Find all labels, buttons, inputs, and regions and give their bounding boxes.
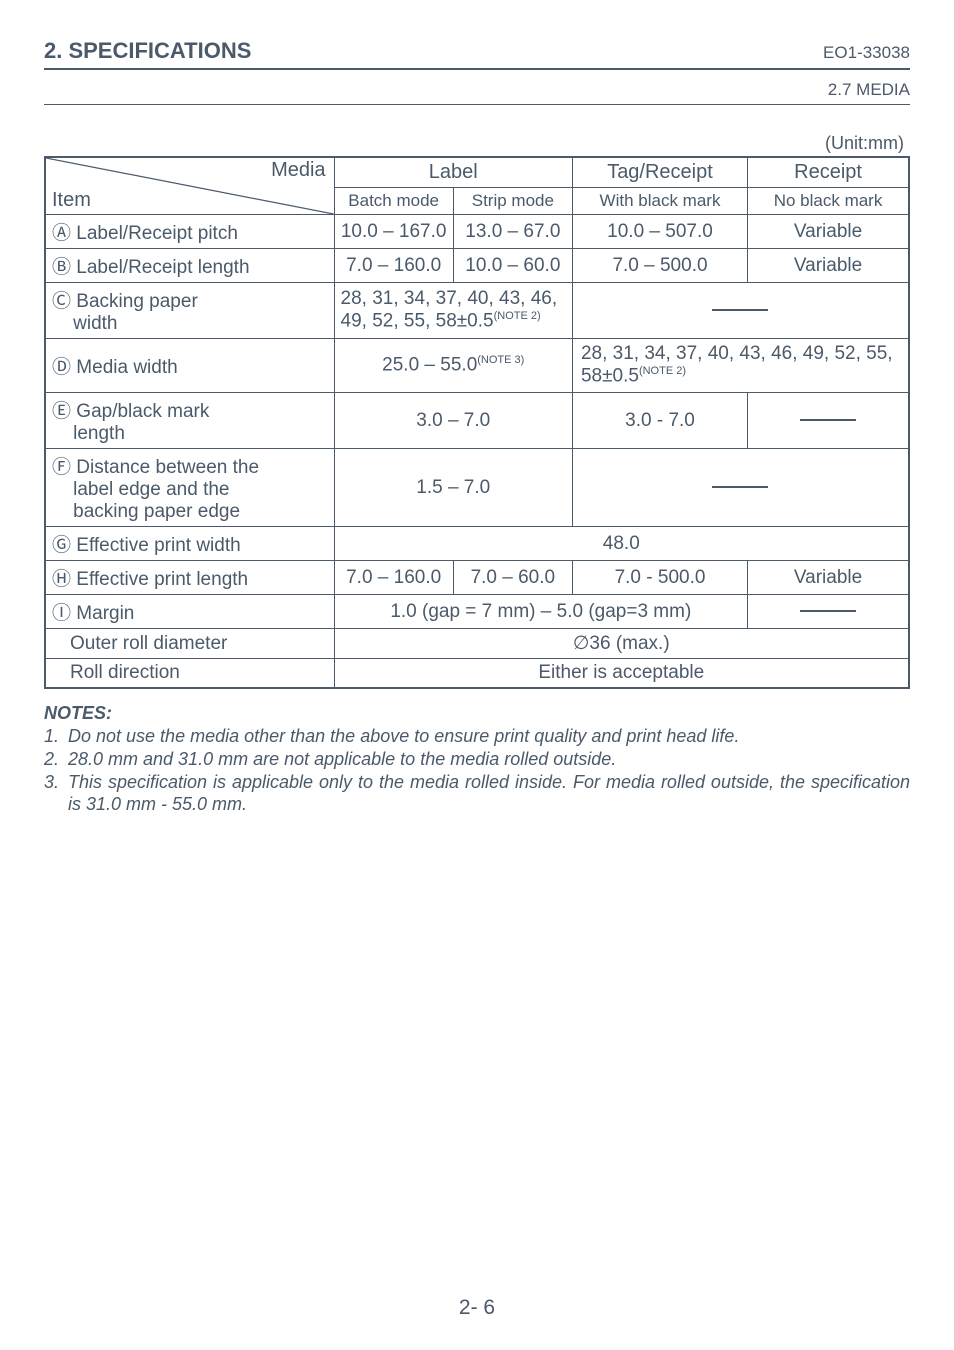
cell-label: 25.0 – 55.0(NOTE 3) — [334, 339, 572, 393]
unit-label: (Unit:mm) — [44, 133, 910, 154]
note-item: 3.This specification is applicable only … — [44, 772, 910, 816]
cell-item: Ⓐ Label/Receipt pitch — [45, 215, 334, 249]
cell-strip: 7.0 – 60.0 — [453, 561, 572, 595]
notes-list: 1.Do not use the media other than the ab… — [44, 726, 910, 816]
row-h: Ⓗ Effective print length 7.0 – 160.0 7.0… — [45, 561, 909, 595]
cell-item: Outer roll diameter — [45, 629, 334, 659]
cell-item: Ⓖ Effective print width — [45, 527, 334, 561]
cell-noblack: Variable — [748, 249, 909, 283]
row-rolldir: Roll direction Either is acceptable — [45, 659, 909, 689]
diagonal-header-cell: Media Item — [45, 157, 334, 215]
col-no-black-mark: No black mark — [748, 188, 909, 215]
subsection-title: 2.7 MEDIA — [44, 80, 910, 105]
cell-all: 48.0 — [334, 527, 909, 561]
cell-span: 1.0 (gap = 7 mm) – 5.0 (gap=3 mm) — [334, 595, 748, 629]
header-row: 2. SPECIFICATIONS EO1-33038 — [44, 38, 910, 70]
cell-all: Either is acceptable — [334, 659, 909, 689]
cell-black: 7.0 - 500.0 — [572, 561, 747, 595]
cell-label: 1.5 – 7.0 — [334, 449, 572, 527]
document-code: EO1-33038 — [823, 43, 910, 63]
section-title: 2. SPECIFICATIONS — [44, 38, 251, 64]
row-e: Ⓔ Gap/black mark length 3.0 – 7.0 3.0 - … — [45, 393, 909, 449]
cell-item: Ⓓ Media width — [45, 339, 334, 393]
row-i: Ⓘ Margin 1.0 (gap = 7 mm) – 5.0 (gap=3 m… — [45, 595, 909, 629]
cell-dash — [748, 393, 909, 449]
cell-strip: 13.0 – 67.0 — [453, 215, 572, 249]
cell-noblack: Variable — [748, 561, 909, 595]
cell-batch: 7.0 – 160.0 — [334, 561, 453, 595]
cell-right: 28, 31, 34, 37, 40, 43, 46, 49, 52, 55, … — [572, 339, 909, 393]
row-c: Ⓒ Backing paper width 28, 31, 34, 37, 40… — [45, 283, 909, 339]
col-strip-mode: Strip mode — [453, 188, 572, 215]
cell-item: Ⓑ Label/Receipt length — [45, 249, 334, 283]
cell-dash — [572, 449, 909, 527]
cell-dash — [748, 595, 909, 629]
header-item: Item — [52, 189, 91, 212]
cell-black: 3.0 - 7.0 — [572, 393, 747, 449]
col-label: Label — [334, 157, 572, 188]
row-d: Ⓓ Media width 25.0 – 55.0(NOTE 3) 28, 31… — [45, 339, 909, 393]
cell-black: 7.0 – 500.0 — [572, 249, 747, 283]
note-item: 1.Do not use the media other than the ab… — [44, 726, 910, 748]
cell-item: Ⓘ Margin — [45, 595, 334, 629]
row-a: Ⓐ Label/Receipt pitch 10.0 – 167.0 13.0 … — [45, 215, 909, 249]
col-receipt: Receipt — [748, 157, 909, 188]
header-row-1: Media Item Label Tag/Receipt Receipt — [45, 157, 909, 188]
cell-batch: 7.0 – 160.0 — [334, 249, 453, 283]
specifications-table: Media Item Label Tag/Receipt Receipt Bat… — [44, 156, 910, 689]
col-with-black-mark: With black mark — [572, 188, 747, 215]
cell-label: 28, 31, 34, 37, 40, 43, 46, 49, 52, 55, … — [334, 283, 572, 339]
header-media: Media — [271, 159, 325, 182]
cell-label: 3.0 – 7.0 — [334, 393, 572, 449]
cell-item: Ⓔ Gap/black mark length — [45, 393, 334, 449]
cell-batch: 10.0 – 167.0 — [334, 215, 453, 249]
cell-item: Ⓗ Effective print length — [45, 561, 334, 595]
cell-item: Roll direction — [45, 659, 334, 689]
cell-all: ∅36 (max.) — [334, 629, 909, 659]
cell-strip: 10.0 – 60.0 — [453, 249, 572, 283]
note-item: 2.28.0 mm and 31.0 mm are not applicable… — [44, 749, 910, 771]
cell-item: Ⓕ Distance between the label edge and th… — [45, 449, 334, 527]
cell-black: 10.0 – 507.0 — [572, 215, 747, 249]
cell-noblack: Variable — [748, 215, 909, 249]
row-f: Ⓕ Distance between the label edge and th… — [45, 449, 909, 527]
notes-title: NOTES: — [44, 703, 910, 724]
cell-dash — [572, 283, 909, 339]
notes-block: NOTES: 1.Do not use the media other than… — [44, 703, 910, 816]
row-outer: Outer roll diameter ∅36 (max.) — [45, 629, 909, 659]
row-g: Ⓖ Effective print width 48.0 — [45, 527, 909, 561]
page-number: 2- 6 — [44, 1296, 910, 1320]
row-b: Ⓑ Label/Receipt length 7.0 – 160.0 10.0 … — [45, 249, 909, 283]
col-tag-receipt: Tag/Receipt — [572, 157, 747, 188]
cell-item: Ⓒ Backing paper width — [45, 283, 334, 339]
col-batch-mode: Batch mode — [334, 188, 453, 215]
